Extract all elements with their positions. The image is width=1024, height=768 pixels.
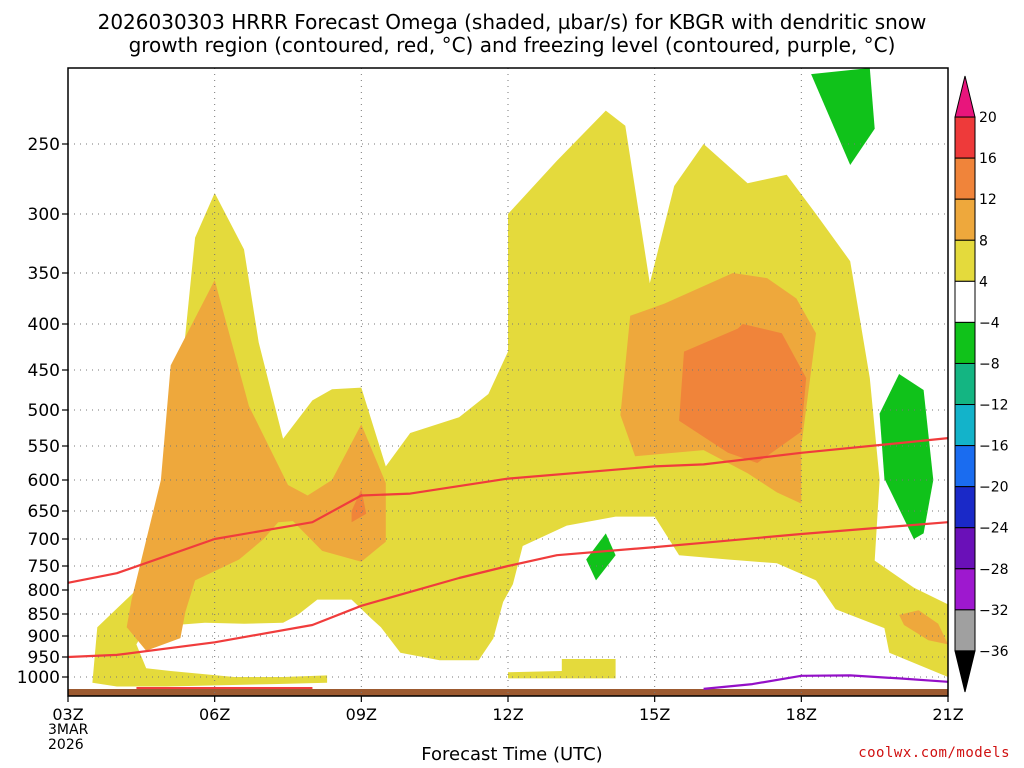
omega-neg-4-8-top	[811, 68, 875, 165]
chart-title-line1: 2026030303 HRRR Forecast Omega (shaded, …	[97, 10, 927, 34]
y-tick-label-700: 700	[28, 530, 60, 550]
colorbar-swatch-5	[954, 280, 976, 323]
y-tick-label-500: 500	[28, 401, 60, 421]
colorbar-label-2: 12	[979, 192, 997, 208]
colorbar-label-8: −16	[979, 439, 1009, 455]
colorbar-swatch-4	[954, 239, 976, 282]
colorbar-label-4: 4	[979, 274, 988, 290]
colorbar-swatch-13	[954, 609, 976, 652]
omega-12-16-small	[351, 489, 367, 523]
y-tick-label-1000: 1000	[17, 668, 60, 688]
date-label-day: 3MAR	[48, 722, 89, 738]
x-tick-label-15Z: 15Z	[639, 705, 670, 724]
omega-neg-4-8-mid	[586, 533, 616, 581]
colorbar-swatch-1	[954, 116, 976, 159]
colorbar-label-0: 20	[979, 110, 997, 126]
y-tick-label-800: 800	[28, 581, 60, 601]
colorbar-swatch-9	[954, 445, 976, 488]
x-tick-label-03Z: 03Z	[52, 705, 83, 724]
y-tick-label-450: 450	[28, 361, 60, 381]
y-tick-label-400: 400	[28, 315, 60, 335]
credit-link[interactable]: coolwx.com/models	[858, 745, 1010, 761]
colorbar-label-3: 8	[979, 233, 988, 249]
y-tick-label-550: 550	[28, 437, 60, 457]
colorbar-swatch-2	[954, 157, 976, 200]
colorbar-label-12: −32	[979, 603, 1009, 619]
y-tick-label-950: 950	[28, 648, 60, 668]
colorbar-swatch-3	[954, 198, 976, 241]
colorbar-label-7: −12	[979, 398, 1009, 414]
colorbar-swatch-10	[954, 486, 976, 529]
colorbar-label-11: −28	[979, 562, 1009, 578]
omega-neg-4-8-right	[879, 374, 934, 539]
colorbar-top-arrow	[954, 75, 976, 118]
omega-8-12-small	[899, 610, 948, 645]
colorbar-swatch-6	[954, 321, 976, 364]
omega-8-12-left	[126, 280, 386, 651]
x-tick-label-06Z: 06Z	[199, 705, 230, 724]
omega-4-8-main	[92, 110, 948, 687]
y-tick-label-350: 350	[28, 264, 60, 284]
omega-4-8-bottom	[508, 659, 616, 679]
x-tick-label-21Z: 21Z	[932, 705, 963, 724]
colorbar-label-10: −24	[979, 521, 1009, 537]
colorbar-label-9: −20	[979, 480, 1009, 496]
colorbar: 20 16 12 8 4 −4 −8 −12 −16 −20 −24 −28 −32 −36	[954, 75, 1009, 693]
y-tick-label-600: 600	[28, 471, 60, 491]
x-tick-label-12Z: 12Z	[492, 705, 523, 724]
colorbar-swatch-12	[954, 568, 976, 611]
y-tick-label-900: 900	[28, 627, 60, 647]
colorbar-swatch-11	[954, 527, 976, 570]
colorbar-label-1: 16	[979, 151, 997, 167]
colorbar-swatch-8	[954, 404, 976, 447]
date-label-year: 2026	[48, 737, 84, 753]
series-freezing-level-0c	[703, 674, 949, 690]
axes: 2503003504004505005506006507007508008509…	[17, 67, 964, 724]
series-dgz-18c	[67, 521, 949, 659]
y-tick-label-750: 750	[28, 557, 60, 577]
series-dgz-12c	[67, 437, 949, 584]
omega-fills	[68, 68, 948, 696]
chart-title-line2: growth region (contoured, red, °C) and f…	[128, 33, 896, 57]
x-tick-label-09Z: 09Z	[346, 705, 377, 724]
colorbar-label-5: −4	[979, 315, 1000, 331]
x-axis-label: Forecast Time (UTC)	[421, 744, 603, 765]
y-tick-label-850: 850	[28, 605, 60, 625]
y-tick-label-650: 650	[28, 502, 60, 522]
colorbar-label-13: −36	[979, 644, 1009, 660]
contour-lines	[67, 437, 949, 690]
colorbar-bottom-arrow	[954, 650, 976, 693]
y-tick-label-250: 250	[28, 135, 60, 155]
x-tick-label-18Z: 18Z	[786, 705, 817, 724]
omega-12-16-peak	[679, 324, 807, 463]
colorbar-label-6: −8	[979, 356, 1000, 372]
y-tick-label-300: 300	[28, 205, 60, 225]
colorbar-swatch-7	[954, 362, 976, 406]
